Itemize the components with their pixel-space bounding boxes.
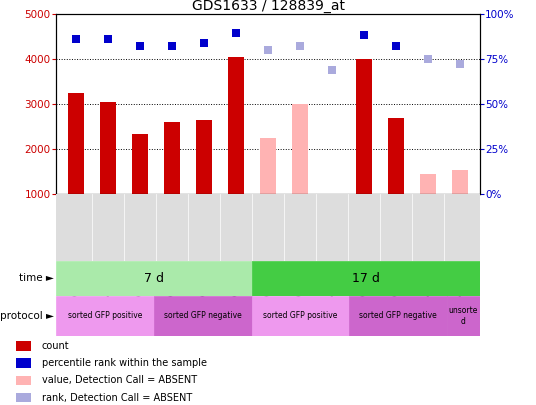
Bar — [163, 122, 180, 194]
Point — [264, 47, 272, 53]
Bar — [16, 341, 31, 351]
Text: rank, Detection Call = ABSENT: rank, Detection Call = ABSENT — [42, 392, 192, 403]
Bar — [388, 118, 404, 194]
Bar — [100, 102, 116, 194]
Point — [360, 32, 369, 38]
Bar — [452, 170, 468, 194]
Bar — [260, 138, 276, 194]
Bar — [252, 296, 349, 336]
Bar — [356, 59, 373, 194]
Bar — [132, 134, 148, 194]
Text: time ►: time ► — [19, 273, 54, 283]
Text: 17 d: 17 d — [352, 272, 379, 285]
Text: protocol ►: protocol ► — [0, 311, 54, 321]
Bar — [196, 120, 212, 194]
Title: GDS1633 / 128839_at: GDS1633 / 128839_at — [191, 0, 345, 13]
Point — [392, 43, 400, 49]
Point — [103, 36, 112, 42]
Bar — [68, 93, 84, 194]
Bar — [292, 104, 308, 194]
Point — [199, 40, 208, 47]
Point — [424, 56, 433, 62]
Bar — [252, 261, 480, 296]
Bar — [16, 393, 31, 402]
Bar — [349, 296, 447, 336]
Text: sorted GFP positive: sorted GFP positive — [263, 311, 338, 320]
Text: unsorte
d: unsorte d — [449, 306, 478, 326]
Text: count: count — [42, 341, 69, 351]
Text: sorted GFP negative: sorted GFP negative — [164, 311, 242, 320]
Text: value, Detection Call = ABSENT: value, Detection Call = ABSENT — [42, 375, 197, 385]
Bar — [56, 296, 154, 336]
Text: 7 d: 7 d — [144, 272, 164, 285]
Bar — [420, 174, 436, 194]
Text: percentile rank within the sample: percentile rank within the sample — [42, 358, 206, 368]
Bar — [16, 358, 31, 368]
Bar — [228, 57, 244, 194]
Text: sorted GFP positive: sorted GFP positive — [68, 311, 143, 320]
Text: sorted GFP negative: sorted GFP negative — [360, 311, 437, 320]
Bar — [447, 296, 480, 336]
Point — [167, 43, 176, 49]
Bar — [16, 375, 31, 385]
Bar — [154, 296, 252, 336]
Bar — [56, 261, 252, 296]
Point — [456, 60, 465, 67]
Point — [328, 67, 337, 74]
Point — [232, 30, 240, 36]
Point — [296, 43, 304, 49]
Point — [136, 43, 144, 49]
Point — [71, 36, 80, 42]
